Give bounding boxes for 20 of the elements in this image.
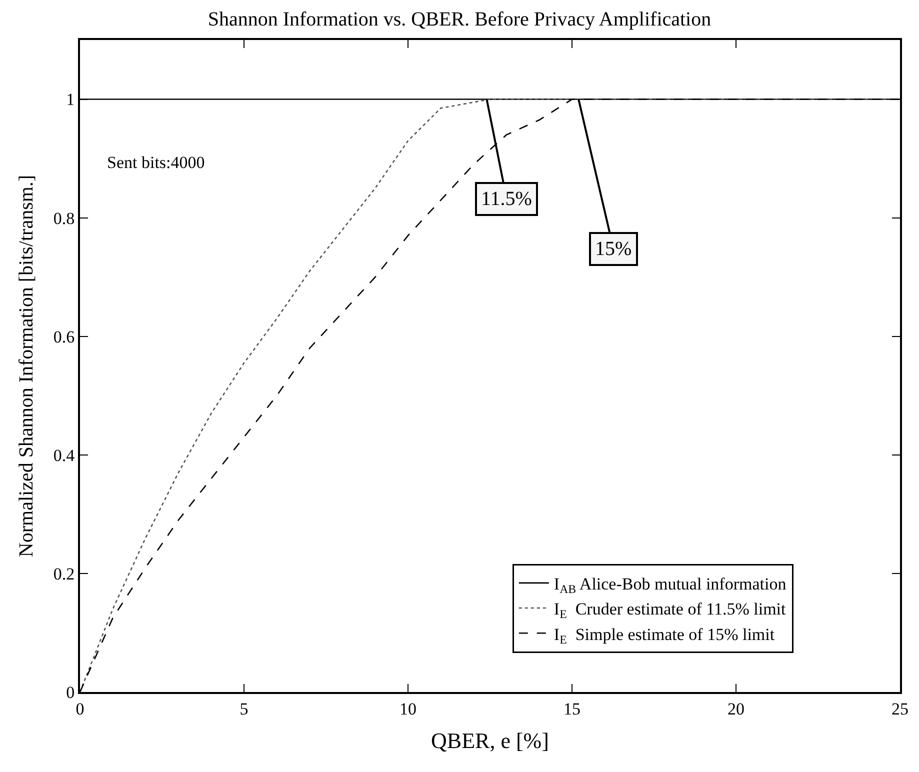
y-tick-label: 0.4 [53,446,76,465]
annotation: Sent bits:4000 [107,153,205,172]
x-tick-label: 5 [240,699,248,718]
y-tick-label: 0.6 [53,327,75,346]
legend-label: I$_{AB}$ Alice-Bob mutual information [554,574,787,596]
legend-label: I$_{E}$ Cruder estimate of 11.5% limit [554,600,786,622]
annotation: 15% [595,238,632,260]
legend-label: I$_{E}$ Simple estimate of 15% limit [554,624,775,646]
x-tick-label: 15 [564,699,580,718]
x-tick-label: 25 [892,699,908,718]
y-tick-label: 0.8 [53,208,75,228]
y-tick-label: 0 [66,682,75,702]
y-axis-title: Normalized Shannon Information [bits/transm.] [15,174,38,558]
annotation: 11.5% [481,188,532,210]
x-tick-label: 10 [400,699,416,718]
chart-title: Shannon Information vs. QBER. Before Privacy Amplification [208,8,712,31]
x-axis-title: QBER, e [%] [431,728,549,753]
x-tick-label: 20 [728,699,744,718]
y-tick-label: 1 [66,90,75,110]
y-tick-label: 0.2 [53,564,75,584]
